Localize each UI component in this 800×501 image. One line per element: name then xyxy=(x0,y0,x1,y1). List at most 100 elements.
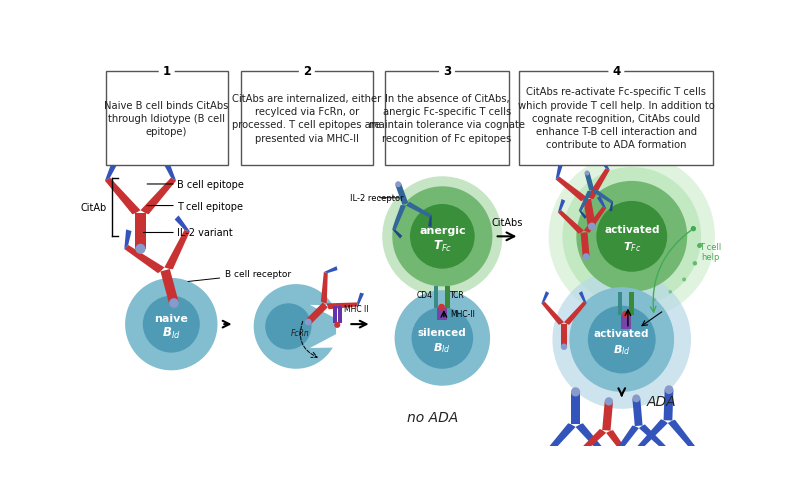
Polygon shape xyxy=(592,189,613,204)
Polygon shape xyxy=(578,191,592,212)
Circle shape xyxy=(585,171,590,176)
Circle shape xyxy=(143,296,200,353)
Polygon shape xyxy=(326,303,358,310)
Circle shape xyxy=(410,204,474,269)
Text: B$_{Id}$: B$_{Id}$ xyxy=(162,325,181,340)
FancyBboxPatch shape xyxy=(519,72,714,165)
Text: silenced: silenced xyxy=(418,327,466,337)
Text: IL-2 variant: IL-2 variant xyxy=(178,228,234,238)
Polygon shape xyxy=(575,454,584,470)
Circle shape xyxy=(588,306,656,374)
Polygon shape xyxy=(632,398,642,426)
Polygon shape xyxy=(395,184,408,205)
Polygon shape xyxy=(558,199,566,213)
Circle shape xyxy=(623,312,628,317)
Circle shape xyxy=(576,181,687,292)
Text: naive: naive xyxy=(154,314,188,324)
Polygon shape xyxy=(614,453,624,467)
Text: CitAb: CitAb xyxy=(80,203,106,212)
Circle shape xyxy=(135,244,146,255)
Circle shape xyxy=(159,64,174,79)
Circle shape xyxy=(596,201,667,272)
Polygon shape xyxy=(556,177,586,202)
Text: activated: activated xyxy=(594,328,650,338)
Circle shape xyxy=(697,243,702,248)
Circle shape xyxy=(395,182,401,188)
Bar xyxy=(437,308,447,320)
Polygon shape xyxy=(542,302,564,325)
Circle shape xyxy=(440,64,454,79)
Polygon shape xyxy=(578,211,586,219)
Polygon shape xyxy=(602,401,613,431)
Text: B cell receptor: B cell receptor xyxy=(188,270,291,282)
FancyBboxPatch shape xyxy=(241,72,373,165)
Circle shape xyxy=(609,64,624,79)
Text: B$_{Id}$: B$_{Id}$ xyxy=(613,342,630,356)
Circle shape xyxy=(335,323,339,328)
Polygon shape xyxy=(686,449,698,466)
Polygon shape xyxy=(558,211,584,234)
Polygon shape xyxy=(585,173,594,191)
Polygon shape xyxy=(606,430,633,461)
Polygon shape xyxy=(636,447,646,464)
Text: no ADA: no ADA xyxy=(407,410,458,424)
Polygon shape xyxy=(597,454,608,471)
Circle shape xyxy=(561,344,567,350)
Text: 3: 3 xyxy=(443,65,451,78)
Bar xyxy=(621,315,631,329)
Text: T$_{Fc}$: T$_{Fc}$ xyxy=(622,240,641,254)
Circle shape xyxy=(605,397,613,406)
Circle shape xyxy=(571,387,580,397)
Text: B cell epitope: B cell epitope xyxy=(178,180,244,189)
Polygon shape xyxy=(135,214,146,249)
Circle shape xyxy=(394,291,490,386)
Circle shape xyxy=(665,385,674,394)
Polygon shape xyxy=(614,426,639,455)
Polygon shape xyxy=(105,178,141,215)
Bar xyxy=(333,306,337,323)
Circle shape xyxy=(588,223,596,231)
Polygon shape xyxy=(428,215,432,227)
Text: 2: 2 xyxy=(302,65,311,78)
Circle shape xyxy=(125,279,218,371)
Polygon shape xyxy=(564,302,586,325)
Circle shape xyxy=(690,226,696,232)
Polygon shape xyxy=(141,178,176,215)
Circle shape xyxy=(382,177,502,297)
Text: T cell
help: T cell help xyxy=(699,242,722,262)
Polygon shape xyxy=(584,207,606,233)
Bar xyxy=(338,306,342,323)
Circle shape xyxy=(654,298,656,302)
Polygon shape xyxy=(542,292,549,304)
Text: 4: 4 xyxy=(612,65,621,78)
Polygon shape xyxy=(583,199,596,227)
Circle shape xyxy=(439,305,444,310)
Polygon shape xyxy=(581,233,590,258)
Polygon shape xyxy=(556,164,562,180)
Bar xyxy=(618,292,622,315)
Circle shape xyxy=(392,187,492,287)
Circle shape xyxy=(305,319,312,326)
Bar xyxy=(445,287,450,308)
Circle shape xyxy=(299,64,314,79)
Text: IL-2 receptor: IL-2 receptor xyxy=(350,194,403,203)
Text: CitAbs are internalized, either
recylced via FcRn, or
processed. T cell epitopes: CitAbs are internalized, either recylced… xyxy=(232,94,382,143)
Polygon shape xyxy=(164,162,176,181)
Polygon shape xyxy=(124,245,164,274)
Polygon shape xyxy=(392,205,406,230)
Polygon shape xyxy=(663,390,674,421)
Circle shape xyxy=(632,395,640,402)
Bar xyxy=(434,287,438,308)
Polygon shape xyxy=(306,303,328,325)
Polygon shape xyxy=(357,293,364,307)
Text: MHC II: MHC II xyxy=(344,305,368,314)
Text: T$_{Fc}$: T$_{Fc}$ xyxy=(433,238,452,254)
Text: activated: activated xyxy=(604,225,659,235)
Polygon shape xyxy=(610,202,613,212)
Polygon shape xyxy=(575,423,608,456)
Circle shape xyxy=(411,308,473,369)
Polygon shape xyxy=(543,454,554,471)
Circle shape xyxy=(693,262,697,266)
Polygon shape xyxy=(254,285,336,369)
Polygon shape xyxy=(668,420,698,452)
